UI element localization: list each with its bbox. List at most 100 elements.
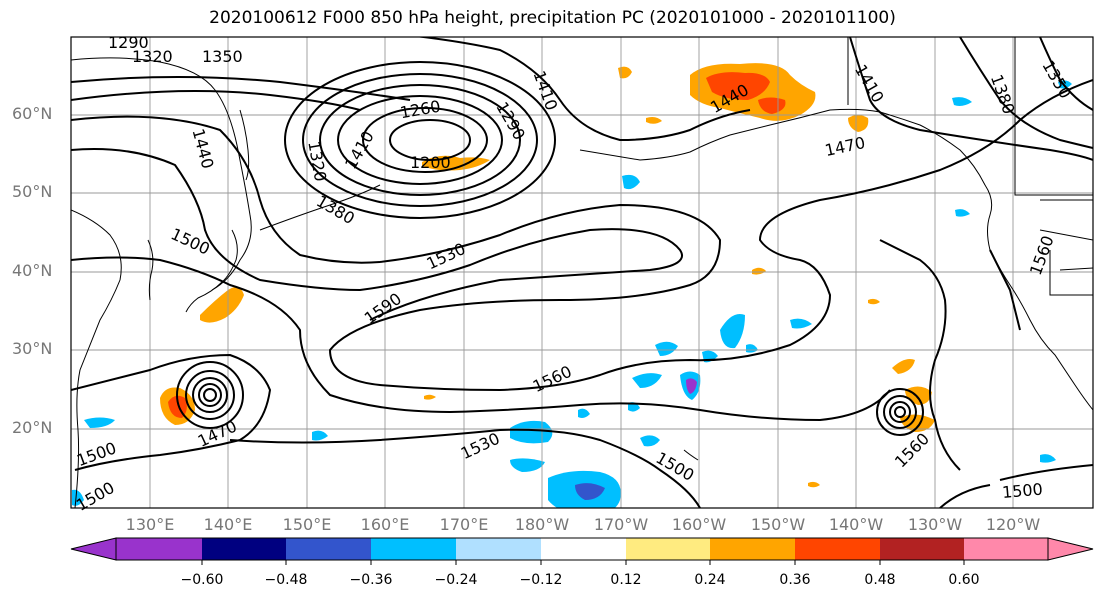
shade-blue-c10 [312, 430, 328, 441]
shade-dot1 [752, 267, 766, 275]
lon-label: 130°E [125, 515, 175, 534]
coastlines [71, 37, 1093, 508]
lon-label: 130°W [907, 515, 963, 534]
shade-blue-c3 [655, 341, 678, 356]
contour-label: 1440 [189, 126, 218, 170]
shade-blue-c18 [72, 489, 84, 506]
colorbar-extend-low [70, 537, 117, 561]
contour-label: 1320 [304, 140, 330, 183]
shade-blue-c15 [952, 97, 972, 106]
contour-label: 1290 [108, 33, 149, 52]
contour-label: 1500 [168, 224, 213, 258]
shade-blue-c2 [720, 314, 745, 349]
shade-blue-center-core [686, 378, 697, 394]
colorbar-tick-label: −0.36 [349, 572, 393, 588]
shade-blue-c9 [84, 417, 115, 428]
lon-label: 170°E [439, 515, 489, 534]
contour-label: 1410 [530, 68, 562, 113]
height-contours [71, 37, 1093, 508]
shade-blue-c11 [578, 408, 590, 418]
contour-label: 1290 [492, 99, 529, 144]
contour-label: 1500 [653, 448, 698, 485]
colorbar-swatch [964, 538, 1048, 560]
contour-label: 1380 [313, 191, 358, 228]
lat-label: 30°N [12, 339, 53, 358]
graticule [71, 37, 1093, 508]
shade-blue-c7 [790, 318, 812, 329]
colorbar-tick-label: −0.48 [264, 572, 308, 588]
shade-typhoon-e [905, 386, 932, 405]
contour-label: 1200 [410, 153, 451, 172]
shade-gulf [848, 115, 869, 132]
shade-alaska-core2 [758, 97, 786, 114]
lon-label: 160°E [360, 515, 410, 534]
colorbar-swatch [116, 538, 202, 560]
colorbar-tick-label: −0.24 [434, 572, 478, 588]
shade-blue-c13 [746, 344, 758, 353]
shade-east1 [892, 359, 915, 374]
contour-label: 1500 [1001, 479, 1043, 501]
colorbar-tick-label: 0.24 [694, 572, 726, 588]
shade-blue-c4 [632, 373, 662, 388]
shade-dot2 [868, 298, 880, 305]
shade-blue-sw [510, 420, 553, 444]
lon-label: 180°W [514, 515, 570, 534]
colorbar-extend-high [1047, 537, 1094, 561]
colorbar-tick-label: 0.60 [948, 572, 980, 588]
colorbar [70, 537, 1094, 565]
shade-blue-c14 [955, 209, 970, 217]
colorbar-tick-label: −0.12 [519, 572, 563, 588]
colorbar-frame [115, 537, 1049, 561]
colorbar-swatch [880, 538, 964, 560]
shade-blue-sw2 [510, 458, 545, 472]
contour-label: 1350 [1038, 57, 1075, 102]
colorbar-swatch [710, 538, 795, 560]
shade-nw-alaska [618, 66, 632, 79]
lon-label: 160°W [671, 515, 727, 534]
colorbar-tick-label: 0.36 [779, 572, 811, 588]
contour-label: 1410 [341, 128, 378, 173]
shade-dot4 [808, 481, 820, 488]
contour-label: 1470 [823, 133, 867, 160]
contour-label: 1560 [530, 362, 575, 396]
shade-dot3 [424, 394, 436, 400]
colorbar-swatch [371, 538, 456, 560]
contour-label: 1560 [1026, 233, 1058, 278]
contour-label: 1260 [399, 97, 442, 123]
contour-label-group: 1290 1320 1350 1410 1440 1260 1290 1320 … [73, 33, 1075, 515]
colorbar-tick-label: 0.12 [610, 572, 642, 588]
colorbar-swatch [626, 538, 710, 560]
contour-label: 1320 [132, 47, 173, 66]
colorbar-swatch [456, 538, 541, 560]
colorbar-tick-label: 0.48 [864, 572, 896, 588]
contour-label: 1500 [73, 478, 118, 515]
lat-label: 50°N [12, 182, 53, 201]
lat-label: 60°N [12, 104, 53, 123]
shade-japan [200, 286, 244, 323]
contour-label: 1590 [361, 289, 405, 328]
lon-label: 120°W [985, 515, 1041, 534]
shade-blue-c5 [640, 435, 660, 447]
lon-label: 150°E [282, 515, 332, 534]
colorbar-swatch [286, 538, 371, 560]
plot-frame [70, 36, 1094, 509]
lon-label: 140°W [828, 515, 884, 534]
shade-dot5 [646, 117, 662, 124]
lon-label: 170°W [593, 515, 649, 534]
lat-label: 20°N [12, 418, 53, 437]
lon-label: 140°E [203, 515, 253, 534]
contour-label: 1350 [202, 47, 243, 66]
contour-label: 1380 [987, 72, 1019, 117]
shade-blue-c8 [622, 174, 640, 190]
map-title: 2020100612 F000 850 hPa height, precipit… [209, 8, 896, 28]
colorbar-swatch [202, 538, 286, 560]
shade-typhoon-e2 [900, 414, 935, 432]
lon-label: 150°W [750, 515, 806, 534]
lat-label: 40°N [12, 261, 53, 280]
shade-blue-c17 [1040, 454, 1056, 463]
colorbar-swatch [541, 538, 626, 560]
colorbar-swatch [795, 538, 880, 560]
shade-alaska-core [706, 72, 770, 100]
colorbar-tick-label: −0.60 [180, 572, 224, 588]
